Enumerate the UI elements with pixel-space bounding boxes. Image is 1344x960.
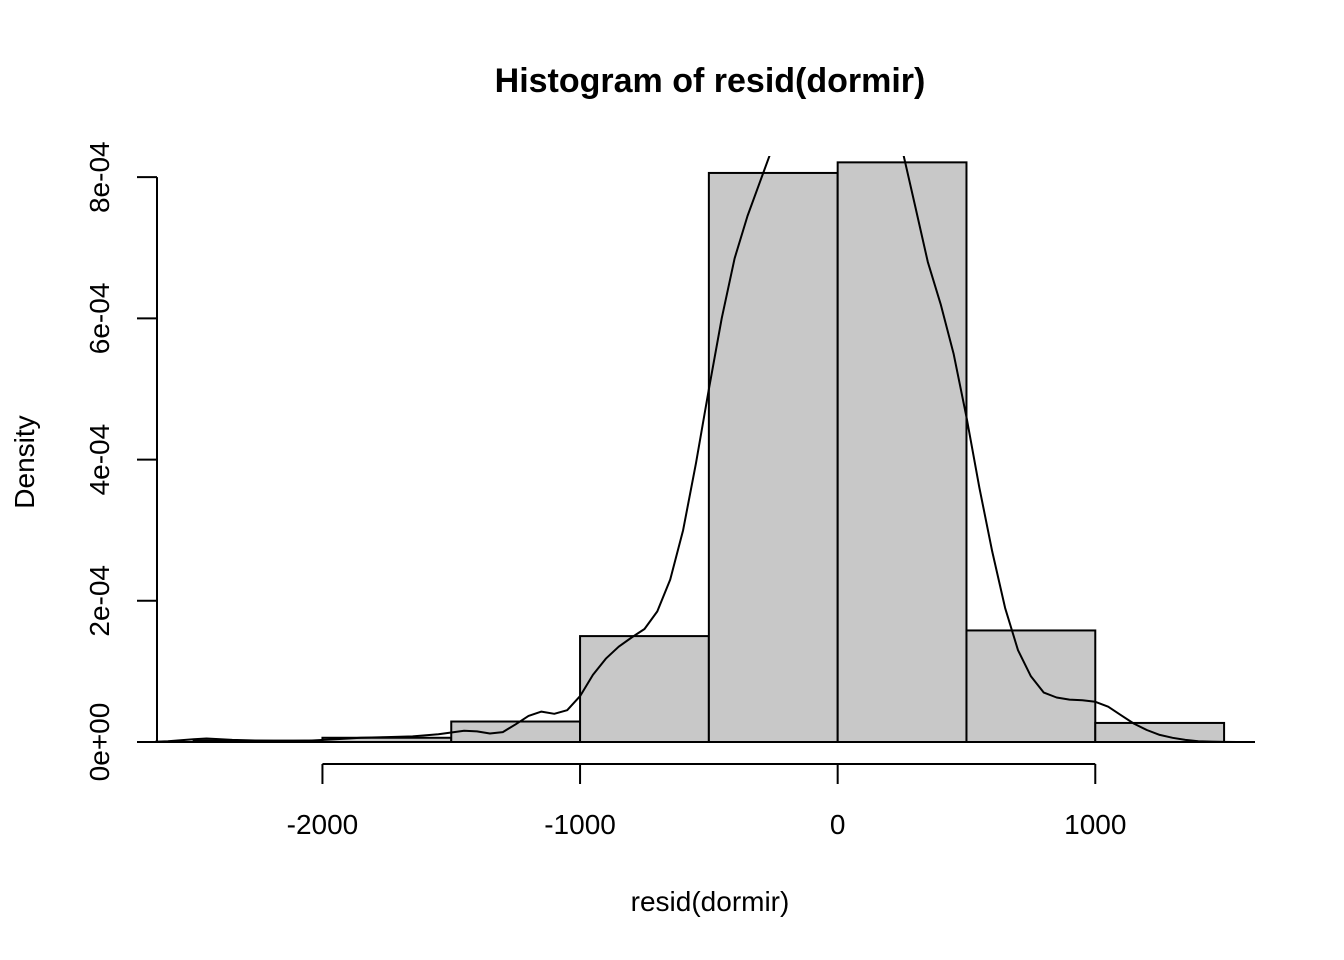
y-tick-label: 4e-04 [84, 424, 115, 496]
y-tick-label: 2e-04 [84, 565, 115, 637]
x-tick-label: -2000 [287, 809, 359, 840]
density-curve-group [155, 156, 1255, 743]
histogram-bar-4 [579, 635, 710, 743]
x-axis: -2000 -1000 0 1000 [287, 763, 1126, 840]
density-curve [155, 156, 1255, 743]
y-tick-label: 0e+00 [84, 703, 115, 782]
x-tick-label: 1000 [1064, 809, 1126, 840]
histogram-bars [192, 161, 1226, 744]
y-axis: 0e+00 2e-04 4e-04 6e-04 8e-04 [84, 141, 158, 782]
histogram-bar-6 [836, 161, 968, 744]
x-tick-label: -1000 [544, 809, 616, 840]
histogram-bar-5 [707, 171, 839, 743]
x-axis-label: resid(dormir) [631, 886, 790, 917]
y-axis-label: Density [9, 415, 40, 508]
histogram-bar-7 [965, 629, 1097, 743]
y-tick-label: 8e-04 [84, 141, 115, 213]
x-tick-label: 0 [830, 809, 846, 840]
histogram-bar-8 [1094, 721, 1226, 744]
y-tick-label: 6e-04 [84, 283, 115, 355]
chart-title: Histogram of resid(dormir) [495, 62, 926, 100]
